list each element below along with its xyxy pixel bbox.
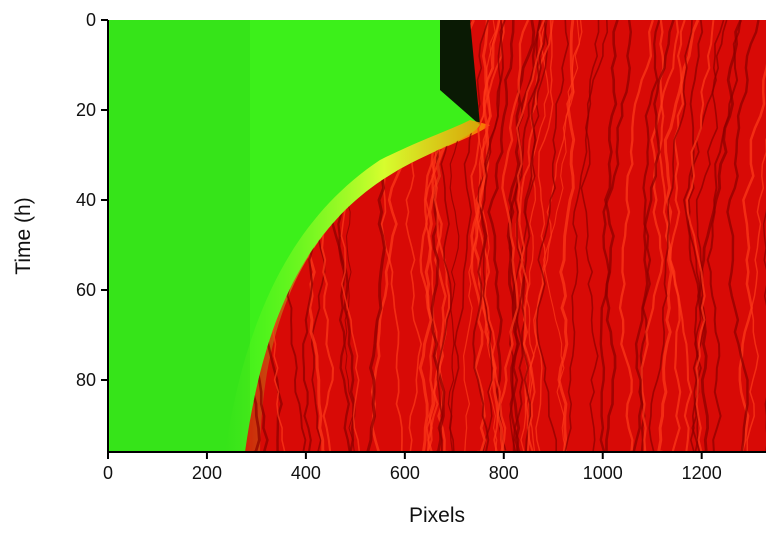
streak bbox=[508, 20, 542, 452]
streak bbox=[564, 20, 609, 452]
streak bbox=[557, 20, 576, 452]
streak bbox=[687, 20, 728, 452]
streak bbox=[525, 20, 550, 452]
x-tick-label: 400 bbox=[291, 463, 321, 483]
streak bbox=[669, 20, 686, 452]
streak bbox=[487, 20, 515, 452]
streak bbox=[686, 20, 715, 452]
streak bbox=[515, 20, 546, 452]
streak bbox=[696, 20, 743, 452]
streak bbox=[706, 20, 742, 452]
streak bbox=[630, 20, 675, 452]
y-tick-label: 80 bbox=[76, 370, 96, 390]
x-tick-label: 0 bbox=[103, 463, 113, 483]
x-tick-label: 1000 bbox=[583, 463, 623, 483]
kymograph bbox=[108, 20, 766, 452]
y-tick-label: 60 bbox=[76, 280, 96, 300]
streak bbox=[470, 20, 505, 452]
x-tick-label: 1200 bbox=[682, 463, 722, 483]
streak bbox=[472, 20, 506, 452]
yellow-front bbox=[225, 120, 490, 452]
streak bbox=[738, 20, 766, 452]
streak bbox=[618, 20, 654, 452]
streak bbox=[726, 20, 760, 452]
streak bbox=[580, 20, 600, 452]
streak bbox=[640, 20, 665, 452]
x-tick-label: 600 bbox=[390, 463, 420, 483]
streak bbox=[536, 20, 570, 452]
y-axis-label: Time (h) bbox=[12, 197, 35, 274]
streak bbox=[648, 20, 693, 452]
x-axis-label: Pixels bbox=[409, 504, 465, 527]
streak bbox=[448, 20, 489, 452]
streak bbox=[512, 20, 547, 452]
streak bbox=[499, 20, 530, 452]
streak bbox=[762, 20, 766, 452]
streak bbox=[520, 20, 583, 452]
y-tick-label: 20 bbox=[76, 100, 96, 120]
streak bbox=[477, 20, 503, 452]
streak bbox=[746, 20, 766, 452]
streak bbox=[514, 20, 541, 452]
y-tick-label: 40 bbox=[76, 190, 96, 210]
y-tick-label: 0 bbox=[86, 10, 96, 30]
green-shade bbox=[110, 20, 250, 452]
streak bbox=[599, 20, 633, 452]
streak bbox=[604, 20, 619, 452]
streak bbox=[470, 20, 501, 452]
x-tick-label: 800 bbox=[489, 463, 519, 483]
streak bbox=[543, 20, 580, 452]
x-tick-label: 200 bbox=[192, 463, 222, 483]
